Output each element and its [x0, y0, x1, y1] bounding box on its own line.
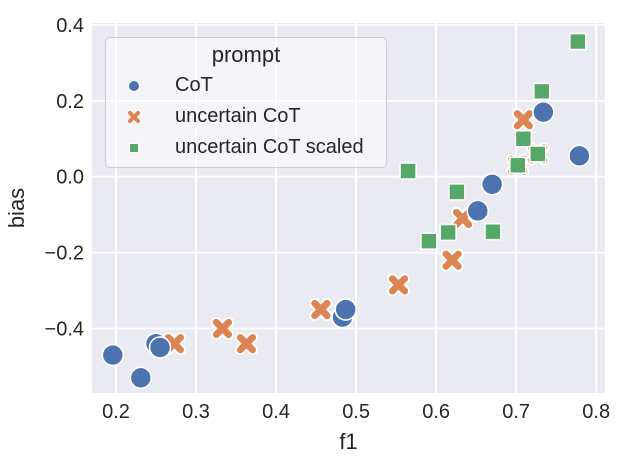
- data-point-cot: [568, 144, 591, 168]
- circle-marker: [480, 172, 504, 196]
- data-point-cot: [532, 100, 555, 124]
- y-tick-label: 0.4: [56, 15, 84, 37]
- data-point-uncertain-cot-scaled: [532, 82, 551, 101]
- x-tick-label: 0.8: [582, 401, 610, 423]
- data-point-uncertain-cot-scaled: [439, 223, 457, 242]
- circle-marker-icon: [128, 79, 140, 92]
- legend: prompt CoT uncertain CoT uncertain CoT s…: [105, 37, 387, 168]
- data-point-uncertain-cot-scaled: [568, 32, 587, 51]
- square-marker: [532, 82, 551, 101]
- data-point-uncertain-cot-scaled: [508, 156, 527, 175]
- square-marker: [420, 232, 438, 251]
- data-point-uncertain-cot-scaled: [448, 183, 466, 201]
- y-axis-label: bias: [4, 187, 29, 229]
- x-marker: [388, 275, 409, 295]
- legend-item-label: uncertain CoT scaled: [175, 136, 364, 158]
- x-tick-label: 0.4: [262, 401, 290, 423]
- square-marker: [528, 145, 547, 163]
- x-axis-label: f1: [339, 429, 358, 454]
- x-marker: [236, 334, 257, 354]
- x-marker: [311, 299, 331, 320]
- x-tick-label: 0.5: [342, 401, 370, 423]
- square-marker-icon: [129, 142, 139, 153]
- circle-marker: [101, 343, 125, 367]
- data-point-uncertain-cot: [234, 332, 259, 356]
- x-marker: [442, 250, 462, 270]
- square-marker: [399, 162, 417, 180]
- circle-marker: [129, 366, 153, 390]
- data-point-cot: [148, 336, 172, 359]
- y-tick-label: −0.4: [45, 318, 84, 340]
- data-point-uncertain-cot: [511, 108, 535, 132]
- y-tick-label: 0.2: [56, 91, 84, 113]
- legend-item-uncertain-cot: uncertain CoT: [106, 101, 386, 132]
- x-marker: [212, 318, 233, 339]
- data-point-uncertain-cot-scaled: [484, 222, 502, 241]
- x-marker: [452, 208, 473, 229]
- square-marker: [439, 223, 457, 242]
- x-marker: [513, 110, 533, 130]
- y-tick-label: −0.2: [45, 243, 84, 265]
- x-tick-label: 0.3: [182, 401, 210, 423]
- circle-marker: [568, 144, 591, 168]
- square-marker: [508, 156, 527, 175]
- data-point-uncertain-cot: [210, 316, 235, 341]
- data-point-cot: [129, 366, 153, 390]
- data-point-uncertain-cot-scaled: [528, 145, 547, 163]
- data-point-uncertain-cot: [440, 248, 464, 272]
- legend-item-label: CoT: [175, 74, 213, 96]
- square-marker: [568, 32, 587, 51]
- square-marker: [484, 222, 502, 241]
- circle-marker: [532, 100, 555, 124]
- square-marker: [448, 183, 466, 201]
- circle-marker: [148, 336, 172, 359]
- data-point-cot: [334, 298, 357, 321]
- circle-marker: [466, 199, 490, 223]
- data-point-uncertain-cot-scaled: [399, 162, 417, 180]
- y-tick-label: 0.0: [56, 167, 84, 189]
- x-tick-label: 0.7: [502, 401, 530, 423]
- legend-item-cot: CoT: [106, 70, 386, 101]
- data-point-cot: [101, 343, 125, 367]
- data-point-uncertain-cot: [309, 297, 333, 322]
- data-point-cot: [466, 199, 490, 223]
- legend-item-uncertain-cot-scaled: uncertain CoT scaled: [106, 132, 386, 163]
- legend-title: prompt: [211, 42, 281, 67]
- data-point-uncertain-cot-scaled: [420, 232, 438, 251]
- data-point-uncertain-cot: [386, 273, 411, 297]
- circle-marker: [334, 298, 357, 321]
- x-tick-label: 0.6: [422, 401, 450, 423]
- data-point-cot: [480, 172, 504, 196]
- x-marker-icon: [128, 110, 140, 123]
- x-tick-label: 0.2: [102, 401, 130, 423]
- legend-item-label: uncertain CoT: [175, 105, 301, 127]
- square-marker: [514, 129, 533, 148]
- data-point-uncertain-cot: [450, 206, 475, 231]
- data-point-uncertain-cot-scaled: [514, 129, 533, 148]
